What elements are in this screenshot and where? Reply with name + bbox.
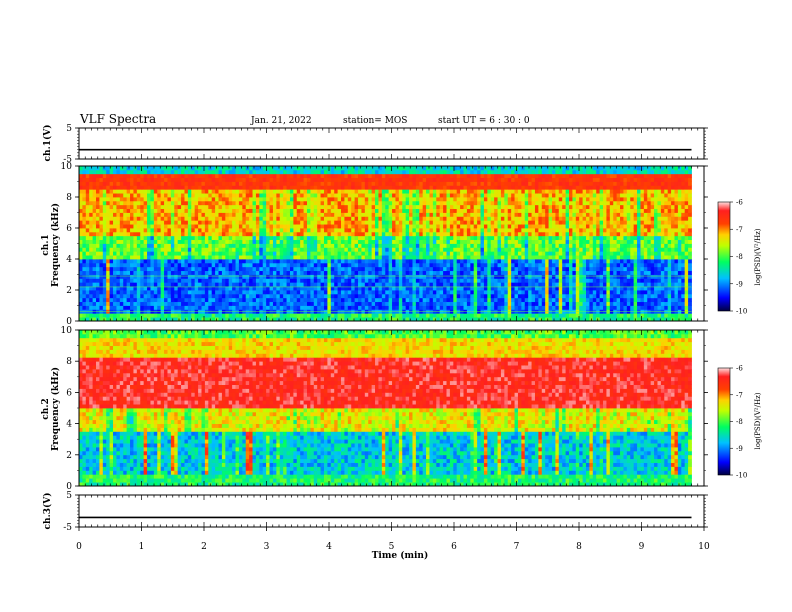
ch1-voltage-frame — [78, 127, 705, 160]
colorbar-tick-label: -8 — [736, 418, 743, 426]
ch3-voltage-ylabel: ch.3(V) — [42, 493, 53, 530]
x-tick-label: 8 — [576, 542, 582, 552]
x-tick-label: 10 — [698, 542, 710, 552]
y-tick-label: 2 — [66, 451, 72, 461]
ch1-colorbar: -6 -7 -8 -9 -10 log(PSD)(V²/Hz) — [717, 199, 762, 316]
colorbar-tick-label: -10 — [736, 308, 747, 316]
ch2-spectrogram-panel: 0 2 4 6 8 10 ch.2 Frequency (kHz) — [41, 326, 708, 492]
ch2-spectrogram-image — [79, 330, 692, 487]
y-tick-label: 6 — [66, 388, 72, 398]
ch3-voltage-frame — [78, 494, 705, 528]
station-label: station= MOS — [343, 116, 407, 126]
y-tick-label: 10 — [61, 162, 73, 172]
ch3-voltage-panel: 5 -5 ch.3(V) — [42, 491, 708, 533]
figure-title: VLF Spectra — [79, 112, 156, 126]
ch1-colorbar-label: log(PSD)(V²/Hz) — [754, 228, 762, 285]
colorbar-tick-label: -7 — [736, 391, 743, 399]
y-tick-label: 6 — [66, 224, 72, 234]
ch1-spectrogram-panel: 0 2 4 6 8 10 ch.1 Frequency (kHz) — [41, 162, 708, 327]
y-tick-label: 8 — [66, 357, 72, 367]
ch2-colorbar-label: log(PSD)(V²/Hz) — [754, 392, 762, 449]
x-tick-label: 0 — [76, 542, 82, 552]
ch1-voltage-panel: 5 -5 ch.1(V) — [42, 124, 708, 165]
ch1-colorbar-ticks: -6 -7 -8 -9 -10 — [730, 199, 747, 316]
ch1-spectrogram-ylabel-channel: ch.1 — [41, 234, 51, 255]
ch2-spectrogram-y-ticks: 0 2 4 6 8 10 — [61, 326, 708, 492]
x-tick-label: 3 — [264, 542, 270, 552]
ch2-colorbar: -6 -7 -8 -9 -10 log(PSD)(V²/Hz) — [717, 365, 762, 480]
colorbar-tick-label: -10 — [736, 472, 747, 480]
ch2-spectrogram-ylabel-channel: ch.2 — [41, 398, 51, 419]
ch1-spectrogram-y-ticks: 0 2 4 6 8 10 — [61, 162, 708, 327]
colorbar-tick-label: -9 — [736, 280, 743, 288]
ch1-voltage-y-ticks: 5 -5 — [63, 124, 708, 165]
y-tick-label: -5 — [63, 155, 72, 165]
colorbar-tick-label: -8 — [736, 253, 743, 261]
ch1-spectrogram-ylabel-frequency: Frequency (kHz) — [50, 203, 61, 287]
x-tick-label: 5 — [389, 542, 395, 552]
colorbar-tick-label: -6 — [736, 365, 743, 373]
y-tick-label: 4 — [66, 255, 72, 265]
start-time-label: start UT = 6 : 30 : 0 — [438, 116, 530, 126]
y-tick-label: 5 — [66, 124, 72, 134]
colorbar-tick-label: -6 — [736, 199, 743, 207]
x-axis-title: Time (min) — [372, 550, 429, 561]
date-label: Jan. 21, 2022 — [250, 116, 312, 126]
ch3-voltage-y-ticks: 5 -5 — [63, 491, 708, 533]
y-tick-label: 0 — [66, 317, 72, 327]
x-tick-label: 9 — [639, 542, 645, 552]
y-tick-label: 5 — [66, 491, 72, 501]
y-tick-label: 0 — [66, 482, 72, 492]
ch2-colorbar-scale — [717, 367, 731, 476]
ch2-spectrogram-ylabel-frequency: Frequency (kHz) — [50, 367, 61, 451]
colorbar-tick-label: -9 — [736, 445, 743, 453]
x-tick-label: 2 — [201, 542, 207, 552]
y-tick-label: 2 — [66, 286, 72, 296]
colorbar-tick-label: -7 — [736, 226, 743, 234]
ch1-colorbar-scale — [717, 201, 731, 312]
y-tick-label: -5 — [63, 523, 72, 533]
x-tick-label: 1 — [139, 542, 145, 552]
x-tick-label: 4 — [326, 542, 332, 552]
ch2-colorbar-ticks: -6 -7 -8 -9 -10 — [730, 365, 747, 480]
ch1-voltage-ylabel: ch.1(V) — [42, 125, 53, 162]
y-tick-label: 10 — [61, 326, 73, 336]
time-x-axis: 0 1 2 3 4 5 6 7 8 9 10 — [76, 527, 710, 552]
y-tick-label: 4 — [66, 420, 72, 430]
ch1-spectrogram-image — [79, 166, 692, 322]
y-tick-label: 8 — [66, 193, 72, 203]
x-tick-label: 6 — [451, 542, 457, 552]
x-tick-label: 7 — [514, 542, 520, 552]
